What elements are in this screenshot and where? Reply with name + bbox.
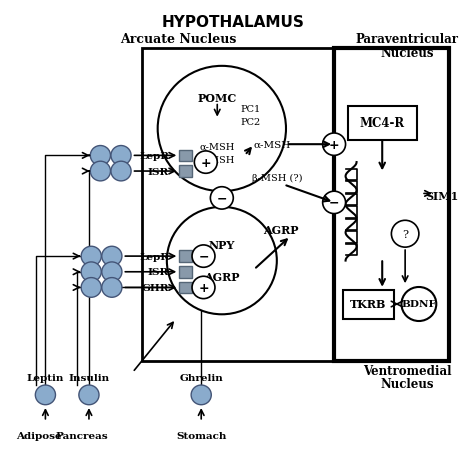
FancyBboxPatch shape	[179, 150, 192, 162]
Text: −: −	[329, 197, 339, 209]
Circle shape	[192, 245, 215, 268]
Circle shape	[81, 263, 101, 282]
Circle shape	[158, 67, 286, 192]
Circle shape	[111, 162, 131, 182]
Circle shape	[91, 146, 110, 166]
Text: α-MSH: α-MSH	[254, 141, 291, 149]
Text: β-MSH: β-MSH	[200, 156, 235, 165]
FancyBboxPatch shape	[179, 266, 192, 278]
Circle shape	[210, 187, 233, 210]
Circle shape	[36, 385, 55, 405]
Text: +: +	[201, 156, 211, 169]
FancyBboxPatch shape	[179, 251, 192, 263]
Text: SIM1: SIM1	[425, 191, 458, 202]
Text: LepR: LepR	[139, 252, 169, 261]
Text: −: −	[198, 250, 209, 263]
Text: Paraventricular: Paraventricular	[356, 33, 459, 46]
Text: Leptin: Leptin	[27, 374, 64, 383]
Circle shape	[81, 278, 101, 298]
Circle shape	[102, 278, 122, 298]
Text: +: +	[198, 281, 209, 294]
Circle shape	[91, 162, 110, 182]
Text: Ghrelin: Ghrelin	[179, 374, 223, 383]
Text: ISR: ISR	[148, 167, 169, 176]
Text: −: −	[217, 192, 227, 205]
Text: Adipose: Adipose	[16, 431, 61, 440]
Text: Insulin: Insulin	[68, 374, 109, 383]
FancyBboxPatch shape	[348, 107, 417, 141]
Text: Ventromedial: Ventromedial	[363, 364, 452, 377]
Text: Nucleus: Nucleus	[381, 46, 434, 60]
Circle shape	[323, 134, 346, 156]
Text: TKRB: TKRB	[350, 299, 387, 310]
Text: LepR: LepR	[139, 152, 169, 161]
Text: ISR: ISR	[148, 268, 169, 277]
Circle shape	[323, 192, 346, 214]
Text: ?: ?	[402, 229, 408, 239]
Text: GHR: GHR	[142, 283, 169, 292]
FancyBboxPatch shape	[334, 49, 449, 362]
Text: PC2: PC2	[240, 118, 260, 127]
Circle shape	[194, 152, 217, 174]
Text: Arcuate Nucleus: Arcuate Nucleus	[120, 33, 237, 46]
Text: +: +	[329, 138, 339, 152]
FancyBboxPatch shape	[343, 290, 394, 319]
Text: Pancreas: Pancreas	[56, 431, 109, 440]
FancyBboxPatch shape	[179, 166, 192, 177]
Text: POMC: POMC	[198, 92, 237, 103]
Text: β-MSH (?): β-MSH (?)	[252, 174, 302, 183]
Text: PC1: PC1	[240, 105, 260, 114]
Circle shape	[401, 288, 436, 321]
Text: AGRP: AGRP	[263, 224, 299, 235]
Circle shape	[81, 247, 101, 266]
Circle shape	[191, 385, 211, 405]
Circle shape	[79, 385, 99, 405]
Text: AGRP: AGRP	[204, 271, 239, 282]
Text: MC4-R: MC4-R	[360, 117, 405, 130]
FancyBboxPatch shape	[142, 49, 334, 362]
Text: α-MSH: α-MSH	[200, 142, 235, 152]
Circle shape	[167, 207, 277, 314]
Circle shape	[392, 221, 419, 248]
Text: Stomach: Stomach	[176, 431, 227, 440]
Text: BDNF: BDNF	[401, 300, 437, 309]
Text: Nucleus: Nucleus	[381, 377, 434, 390]
Circle shape	[192, 277, 215, 299]
Text: NPY: NPY	[209, 240, 235, 251]
Circle shape	[102, 247, 122, 266]
Circle shape	[102, 263, 122, 282]
FancyBboxPatch shape	[179, 282, 192, 293]
Circle shape	[111, 146, 131, 166]
Text: HYPOTHALAMUS: HYPOTHALAMUS	[162, 15, 305, 30]
